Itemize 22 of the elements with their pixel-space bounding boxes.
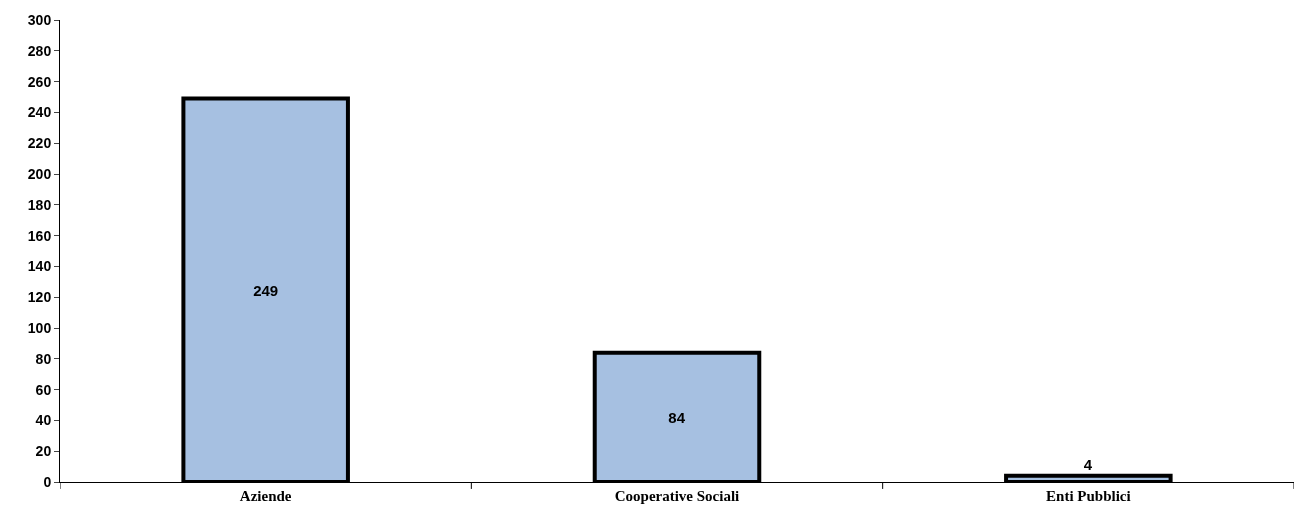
y-tick-label: 200 (27, 165, 52, 182)
y-tick-label: 180 (27, 196, 52, 213)
y-tick-label: 40 (35, 412, 52, 429)
x-tick-label: Enti Pubblici (1046, 488, 1131, 504)
y-tick-label: 160 (27, 227, 52, 244)
x-tick-label: Cooperative Sociali (614, 488, 740, 504)
y-tick-label: 100 (27, 319, 52, 336)
y-tick-label: 240 (27, 104, 52, 121)
x-tick-label: Aziende (239, 488, 292, 504)
data-label: 249 (253, 281, 279, 299)
y-tick-label: 60 (35, 381, 52, 398)
data-label: 4 (1083, 455, 1093, 473)
y-tick-label: 140 (27, 258, 52, 275)
y-tick-label: 220 (27, 135, 52, 152)
data-label: 84 (668, 408, 686, 426)
y-tick-label: 300 (27, 11, 52, 28)
y-tick-label: 120 (27, 289, 52, 306)
y-tick-label: 260 (27, 73, 52, 90)
y-tick-label: 80 (35, 350, 52, 367)
y-tick-label: 280 (27, 42, 52, 59)
y-tick-label: 20 (35, 443, 52, 460)
y-tick-label: 0 (43, 473, 52, 490)
